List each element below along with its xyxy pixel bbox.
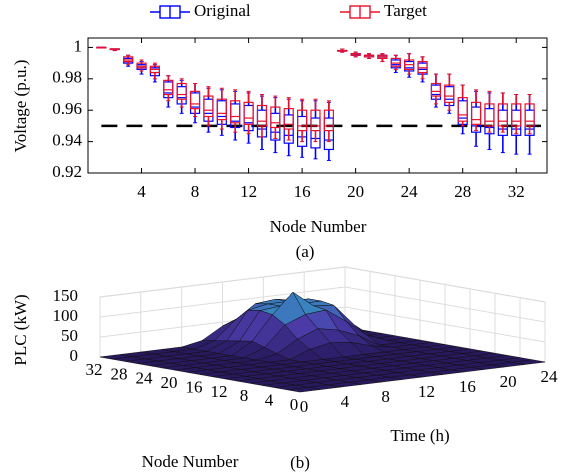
box [457,97,468,122]
time-tick-label: 0 [300,397,309,416]
y-tick-label: 0.94 [52,131,82,150]
box [390,57,401,67]
box [189,90,201,110]
time-tick-label: 8 [381,387,390,406]
box [310,109,321,132]
y-tick-label: 0.98 [52,68,82,87]
node-tick-label: 16 [186,377,203,396]
legend-label: Original [194,1,251,20]
box [256,104,268,127]
y-tick-label: 0.96 [52,99,82,118]
z-tick-label: 50 [61,326,78,345]
y-tick-label: 1 [74,36,83,55]
box [123,56,134,63]
node-tick-label: 32 [86,360,103,379]
box [484,103,495,127]
node-tick-label: 28 [111,364,128,383]
box [216,98,227,121]
node-tick-label: 8 [240,386,249,405]
z-axis-label: PLC (kW) [11,294,30,365]
x-tick-label: 12 [240,182,257,201]
box [176,82,187,100]
z-tick-label: 100 [53,306,79,325]
box [524,103,535,127]
box [323,117,334,151]
box [136,62,147,69]
caption: (a) [296,242,315,261]
time-tick-label: 12 [418,382,435,401]
box [430,82,442,97]
surface-patch [287,387,321,393]
x-tick-label: 20 [347,182,364,201]
box [163,79,174,96]
time-tick-label: 24 [541,367,559,386]
box [444,84,455,103]
node-tick-label: 0 [290,395,299,414]
x-tick-label: 16 [294,182,311,201]
z-tick-label: 0 [70,346,79,365]
box [270,106,281,129]
legend-label: Target [384,1,427,20]
x-tick-label: 4 [137,182,146,201]
x-tick-label: 8 [191,182,200,201]
node-tick-label: 20 [161,373,178,392]
box [243,101,254,125]
node-tick-label: 24 [136,369,154,388]
x-tick-label: 32 [508,182,525,201]
plot-frame [87,37,548,174]
box [310,117,321,149]
node-tick-label: 4 [265,391,274,410]
node-tick-label: 12 [211,382,228,401]
box [283,108,294,130]
x-tick-label: 24 [401,182,419,201]
box [230,100,241,124]
y-axis-label: Voltage (p.u.) [11,60,30,153]
box [511,103,522,127]
time-tick-label: 4 [341,392,350,411]
time-tick-label: 16 [459,377,476,396]
caption: (b) [290,453,310,472]
box [470,101,482,125]
x-tick-label: 28 [454,182,471,201]
z-tick-label: 150 [53,286,79,305]
time-tick-label: 20 [500,372,517,391]
box [323,109,334,132]
box [297,115,308,147]
x-axis-label: Node Number [270,217,367,236]
y-tick-label: 0.92 [52,162,82,181]
box [297,109,308,132]
time-axis-label: Time (h) [390,426,449,445]
box [203,95,214,118]
box [497,103,508,127]
node-axis-label: Node Number [142,452,239,471]
box [417,60,428,74]
